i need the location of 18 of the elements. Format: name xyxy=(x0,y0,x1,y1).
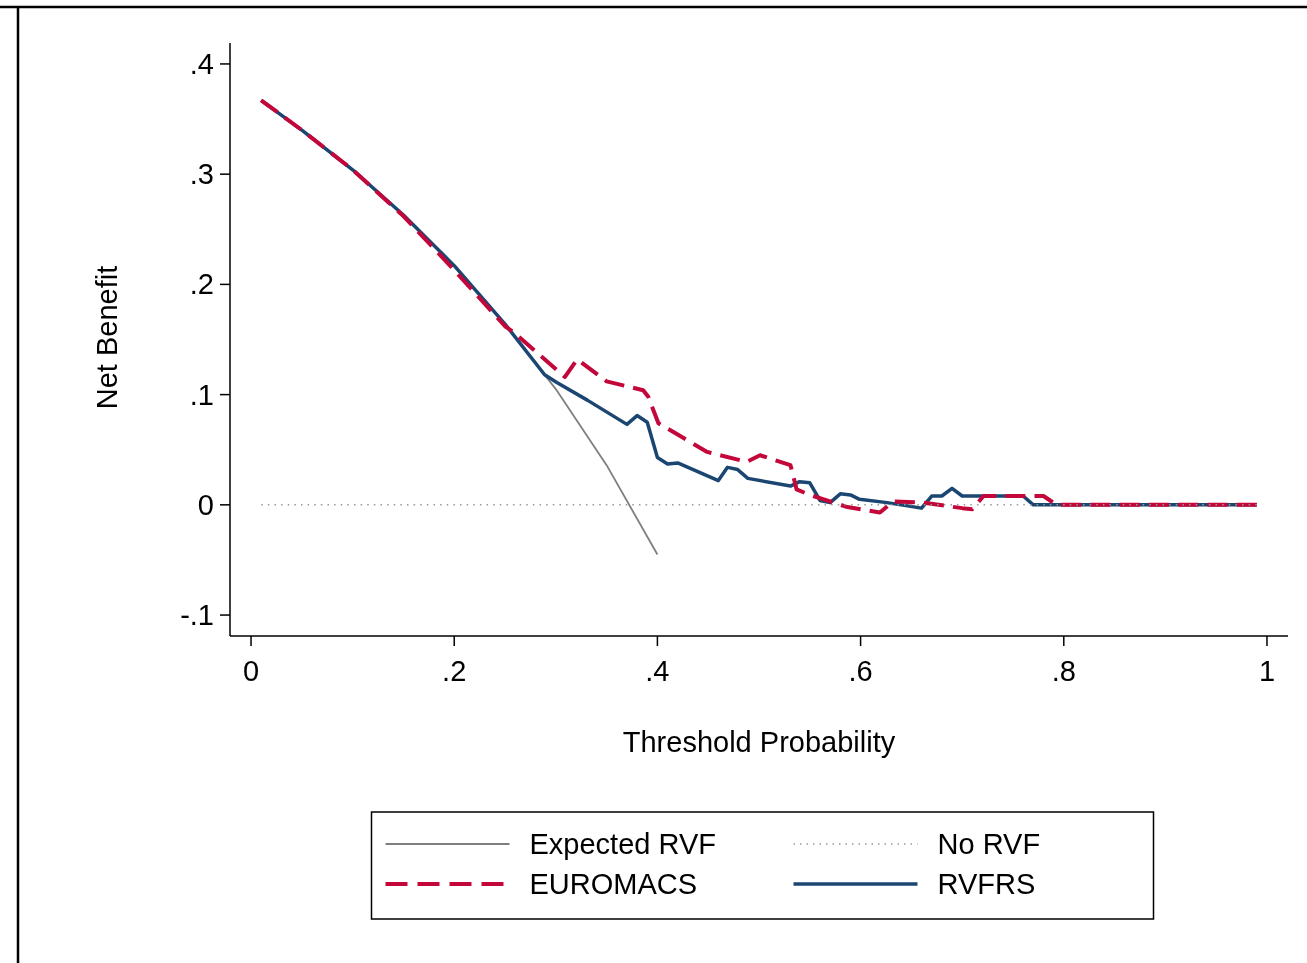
y-tick-label: -.1 xyxy=(180,599,214,632)
y-tick-label: 0 xyxy=(197,488,214,521)
x-axis-title: Threshold Probability xyxy=(622,726,896,758)
x-tick-label: 0 xyxy=(242,655,260,687)
x-tick-label: .4 xyxy=(645,655,670,687)
x-tick-label: .2 xyxy=(442,655,467,687)
y-tick-label: .2 xyxy=(189,268,214,301)
legend-label: No RVF xyxy=(937,828,1041,860)
y-tick-label: .4 xyxy=(189,47,214,80)
y-tick-label: .1 xyxy=(189,378,214,411)
y-axis-title: Net Benefit xyxy=(91,265,123,410)
x-tick-label: 1 xyxy=(1258,655,1276,687)
y-tick-label: .3 xyxy=(189,158,214,191)
x-tick-label: .6 xyxy=(848,655,873,687)
x-tick-label: .8 xyxy=(1051,655,1076,687)
legend-label: RVFRS xyxy=(937,868,1036,900)
legend-label: EUROMACS xyxy=(529,868,698,900)
legend-label: Expected RVF xyxy=(529,828,716,860)
